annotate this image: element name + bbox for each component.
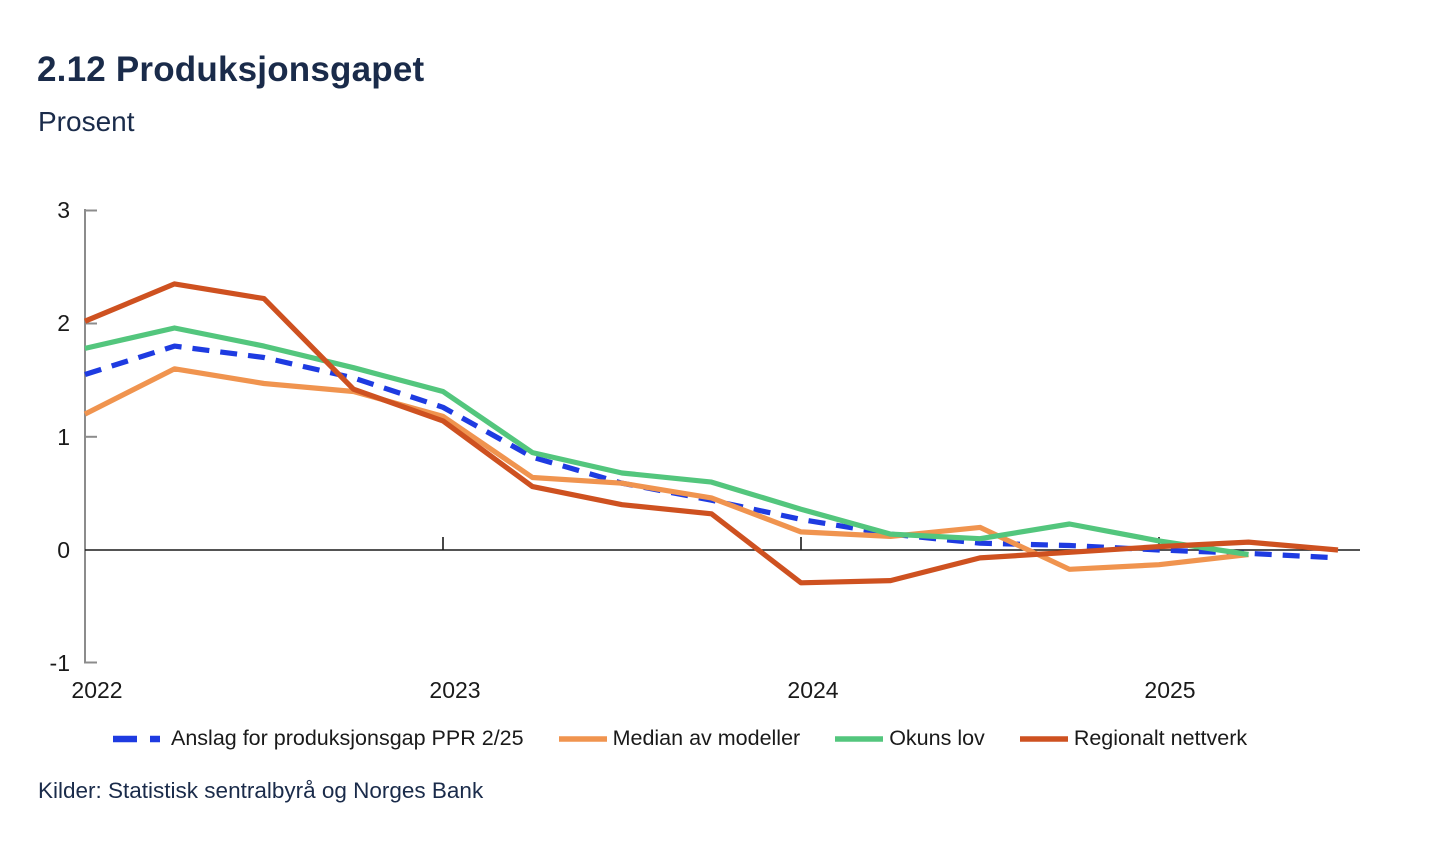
y-axis-label: 2 [57, 310, 70, 336]
chart-subtitle: Prosent [38, 106, 135, 137]
legend-item-okun: Okuns lov [834, 726, 985, 751]
x-axis-label: 2025 [1144, 677, 1196, 703]
y-axis-label: -1 [49, 650, 70, 676]
legend-swatch-solid-line [558, 735, 607, 742]
chart-legend: Anslag for produksjonsgap PPR 2/25 Media… [112, 726, 1247, 751]
legend-swatch-solid-line [1019, 735, 1068, 742]
legend-swatch-solid-line [835, 735, 884, 742]
legend-label: Median av modeller [612, 726, 801, 750]
legend-item-anslag: Anslag for produksjonsgap PPR 2/25 [112, 726, 524, 751]
legend-label: Okuns lov [889, 726, 985, 750]
series-line-regionalt [83, 281, 1339, 586]
y-axis-label: 0 [57, 537, 70, 563]
legend-label: Regionalt nettverk [1073, 726, 1248, 750]
chart-title: 2.12 Produksjonsgapet [37, 50, 425, 89]
x-axis-label: 2024 [787, 677, 839, 703]
series-line-anslag [84, 343, 1339, 561]
series-line-median [83, 366, 1249, 572]
legend-swatch-dashed-line [113, 735, 165, 742]
legend-label: Anslag for produksjonsgap PPR 2/25 [171, 726, 524, 750]
legend-item-median: Median av modeller [558, 726, 801, 751]
series-layer [83, 281, 1339, 586]
series-line-okun [84, 325, 1249, 558]
y-axis-label: 1 [57, 424, 70, 450]
x-axis-label: 2023 [429, 677, 481, 703]
legend-item-regionalt: Regionalt nettverk [1019, 726, 1247, 751]
y-axis-label: 3 [57, 197, 70, 223]
x-axis-label: 2022 [71, 677, 123, 703]
source-text: Kilder: Statistisk sentralbyrå og Norges… [38, 778, 484, 803]
